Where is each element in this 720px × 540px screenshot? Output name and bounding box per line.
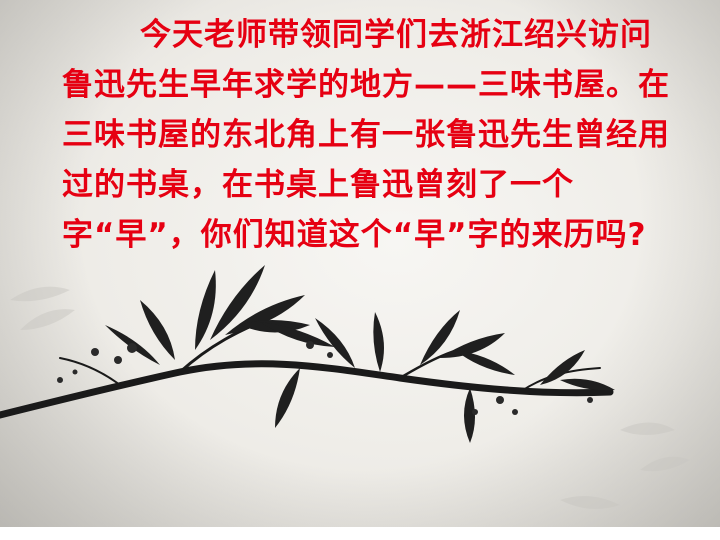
- branch-stem: [0, 316, 614, 419]
- slide-body-text: 今天老师带领同学们去浙江绍兴访问鲁迅先生早年求学的地方——三味书屋。在三味书屋的…: [62, 10, 672, 260]
- bottom-white-strip: [0, 527, 720, 540]
- branch-blossoms: [57, 341, 593, 415]
- background-leaf-pattern: [10, 286, 690, 509]
- branch-leaves: [105, 265, 615, 443]
- paragraph-text: 今天老师带领同学们去浙江绍兴访问鲁迅先生早年求学的地方——三味书屋。在三味书屋的…: [62, 17, 670, 253]
